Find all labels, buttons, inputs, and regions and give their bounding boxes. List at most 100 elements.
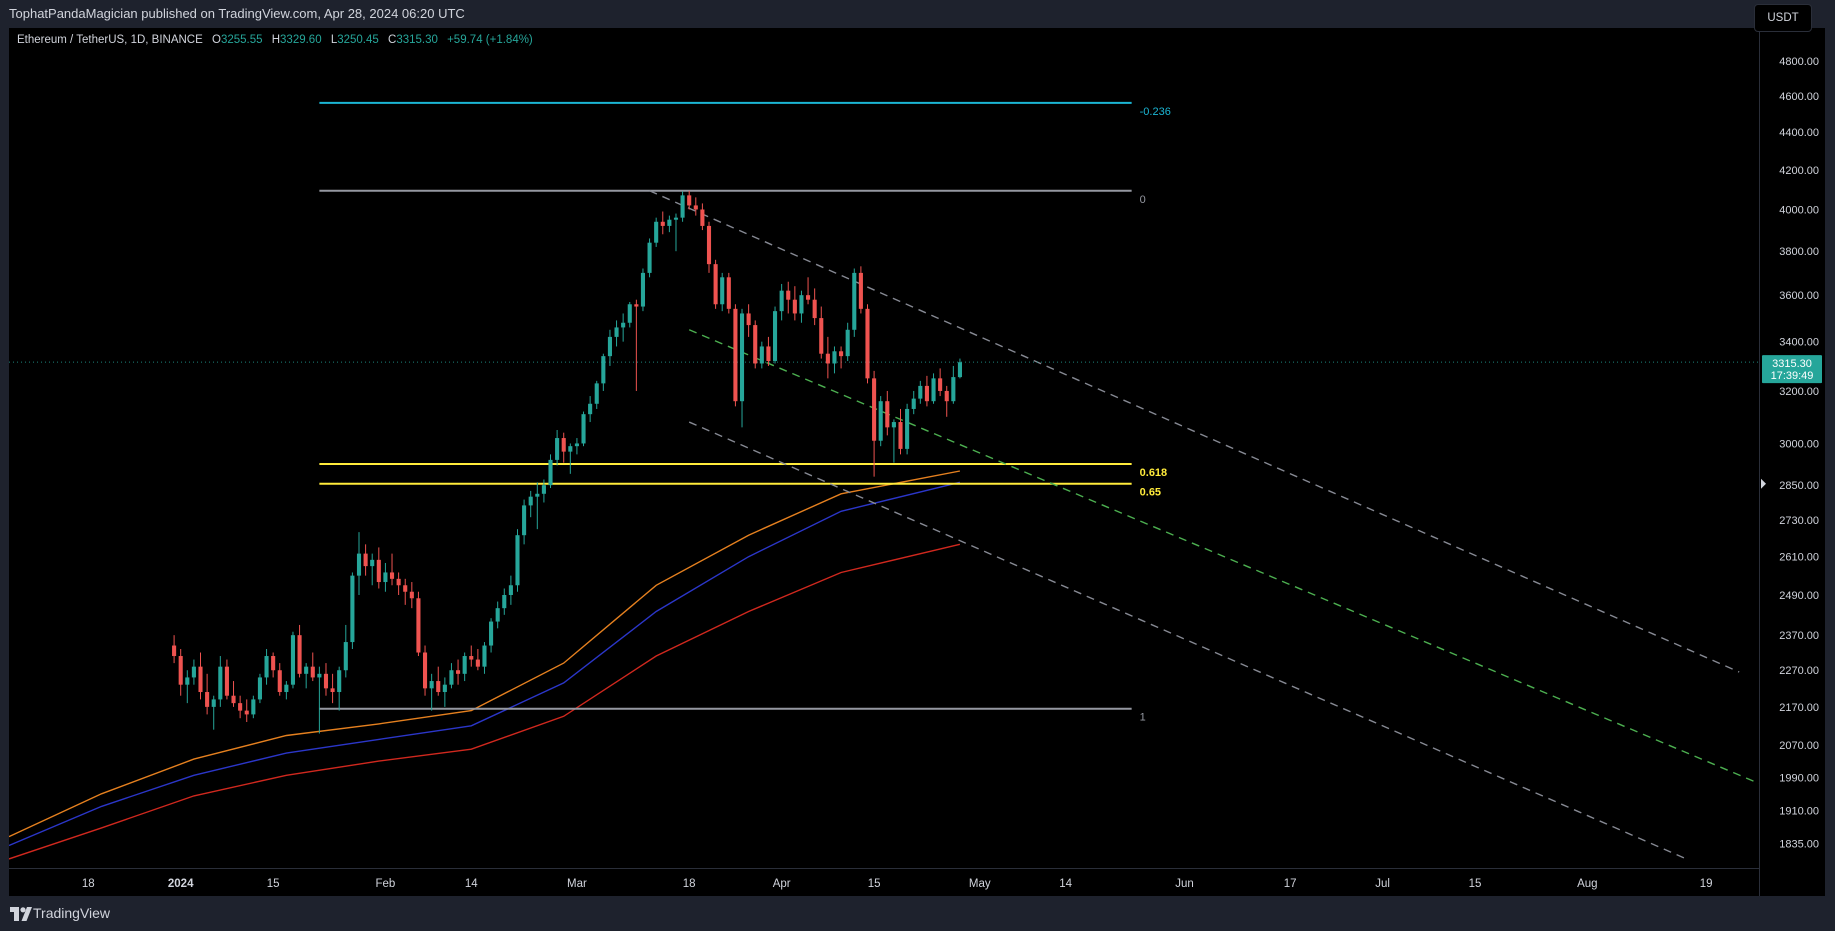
candle [680, 191, 685, 222]
currency-button[interactable]: USDT [1754, 4, 1812, 32]
publish-header: TophatPandaMagician published on Trading… [0, 0, 1835, 28]
candle [706, 221, 712, 273]
candle [541, 479, 546, 503]
price-tick-label: 2370.00 [1779, 630, 1819, 642]
candle [739, 308, 745, 428]
candle [290, 631, 296, 689]
candle-body [640, 272, 646, 307]
fib-level-label: 0 [1140, 194, 1146, 206]
price-tick-label: 4000.00 [1779, 204, 1819, 216]
price-tick-label: 1910.00 [1779, 806, 1819, 818]
candle [957, 358, 962, 379]
candle [277, 663, 282, 696]
time-axis-labels: 18 2024 15 Feb 14 Mar 18 Apr 15 May 14 Jun 17 Jul 15 Au… [82, 878, 1713, 890]
candle-body [409, 591, 414, 599]
candle [323, 663, 329, 696]
candlestick-chart[interactable]: -0.236 0 0.618 0.65 1 [8, 28, 1760, 868]
candle [918, 380, 923, 404]
candle-body [951, 377, 956, 402]
candle-body [561, 438, 566, 452]
candle-body [673, 217, 679, 220]
candle [667, 215, 672, 233]
candle-body [621, 322, 626, 328]
candle-body [290, 635, 296, 685]
candle-body [231, 695, 236, 704]
candle [317, 666, 322, 734]
candle-body [700, 209, 705, 226]
candle-body [594, 383, 599, 404]
close-value: 3315.30 [396, 34, 438, 46]
candle [205, 673, 210, 715]
candle-body [852, 272, 857, 330]
tradingview-logo-icon[interactable] [10, 907, 32, 921]
candle-body [581, 414, 586, 444]
time-tick-label: 18 [683, 878, 696, 890]
time-tick-label: 2024 [168, 878, 194, 890]
fib-level-label: 0.65 [1140, 487, 1161, 499]
candle [304, 663, 309, 689]
price-tick-label: 1835.00 [1779, 838, 1819, 850]
candle [766, 336, 771, 366]
low-value: 3250.45 [337, 34, 379, 46]
candle-body [211, 699, 216, 707]
candle [647, 238, 652, 278]
candle [310, 652, 315, 682]
candle [337, 666, 342, 711]
candle [469, 645, 474, 667]
candle [660, 211, 665, 235]
time-axis[interactable]: 18 2024 15 Feb 14 Mar 18 Apr 15 May 14 Jun 17 Jul 15 Au… [9, 868, 1759, 897]
candle-body [832, 351, 837, 364]
candle-body [574, 443, 579, 447]
time-tick-label: Mar [567, 878, 587, 890]
chart-plot-area[interactable]: -0.236 0 0.618 0.65 1 Ethereum / TetherUS, 1… [8, 28, 1760, 868]
candle [753, 320, 758, 369]
candle-body [508, 585, 513, 595]
time-tick-label: 15 [267, 878, 280, 890]
candle-body [310, 666, 315, 678]
footer-brand[interactable]: TradingView [33, 905, 111, 921]
chart-frame[interactable]: -0.236 0 0.618 0.65 1 Ethereum / TetherUS, 1… [8, 28, 1825, 897]
candle [251, 695, 256, 719]
candle-body [416, 598, 421, 653]
candle-body [502, 594, 507, 609]
candle-body [469, 656, 474, 660]
candle [779, 283, 784, 321]
price-tick-label: 3000.00 [1779, 438, 1819, 450]
candle-body [687, 195, 692, 206]
candle [211, 695, 216, 730]
candle [502, 588, 507, 615]
candle [238, 695, 243, 719]
candle-body [363, 553, 368, 567]
symbol-title: Ethereum / TetherUS, 1D, BINANCE [17, 34, 203, 46]
candle-body [449, 670, 454, 685]
candle [350, 572, 355, 650]
low-label: L [330, 34, 338, 46]
candle-body [654, 221, 659, 243]
candle-body [660, 221, 665, 226]
candle-body [456, 670, 461, 674]
high-value: 3329.60 [280, 34, 322, 46]
candle-body [264, 656, 269, 678]
candle [561, 432, 566, 463]
candle-body [924, 385, 929, 402]
candle-body [865, 308, 870, 379]
candle [634, 299, 639, 391]
candle [244, 699, 249, 723]
candle [495, 601, 500, 629]
candle-body [555, 438, 560, 460]
time-tick-label: Aug [1577, 878, 1597, 890]
candle [713, 259, 718, 309]
candle-body [819, 318, 824, 354]
candle [475, 649, 480, 671]
candle-body [878, 401, 883, 441]
candle-body [205, 692, 210, 707]
time-tick-label: May [969, 878, 991, 890]
fib-level-label: 0.618 [1140, 467, 1168, 479]
candle-body [693, 205, 698, 210]
price-tick-label: 2270.00 [1779, 665, 1819, 677]
candle-body [680, 195, 685, 218]
publish-line: TophatPandaMagician published on Trading… [9, 6, 465, 21]
price-axis[interactable]: 4800.00 4600.00 4400.00 4200.00 4000.00 3800.… [1759, 28, 1825, 896]
price-tick-label: 3400.00 [1779, 337, 1819, 349]
candle-body [647, 242, 652, 273]
